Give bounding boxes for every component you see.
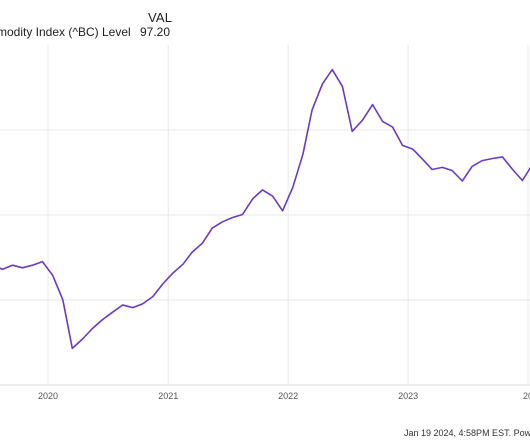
legend-series-name[interactable]: mmodity Index (^BC) Level (0, 25, 131, 39)
x-axis: 2020 2021 2022 2023 20 (0, 384, 530, 401)
footer-powered: Powered I (513, 428, 530, 438)
x-tick-label: 2020 (38, 391, 58, 401)
legend-series-value: 97.20 (140, 25, 171, 39)
x-tick-label: 2021 (158, 391, 178, 401)
legend-column-header: VAL (148, 10, 173, 25)
series-line[interactable] (0, 68, 530, 350)
footer-timestamp: Jan 19 2024, 4:58PM EST. (404, 428, 512, 438)
x-tick-label: 2022 (278, 391, 298, 401)
x-tick-label: 20 (523, 391, 530, 401)
series-layer (0, 68, 530, 350)
footer-credit: Jan 19 2024, 4:58PM EST. Powered I (404, 428, 530, 438)
x-tick-label: 2023 (398, 391, 418, 401)
grid-lines (0, 45, 530, 385)
legend: VAL mmodity Index (^BC) Level 97.20 (0, 0, 530, 48)
